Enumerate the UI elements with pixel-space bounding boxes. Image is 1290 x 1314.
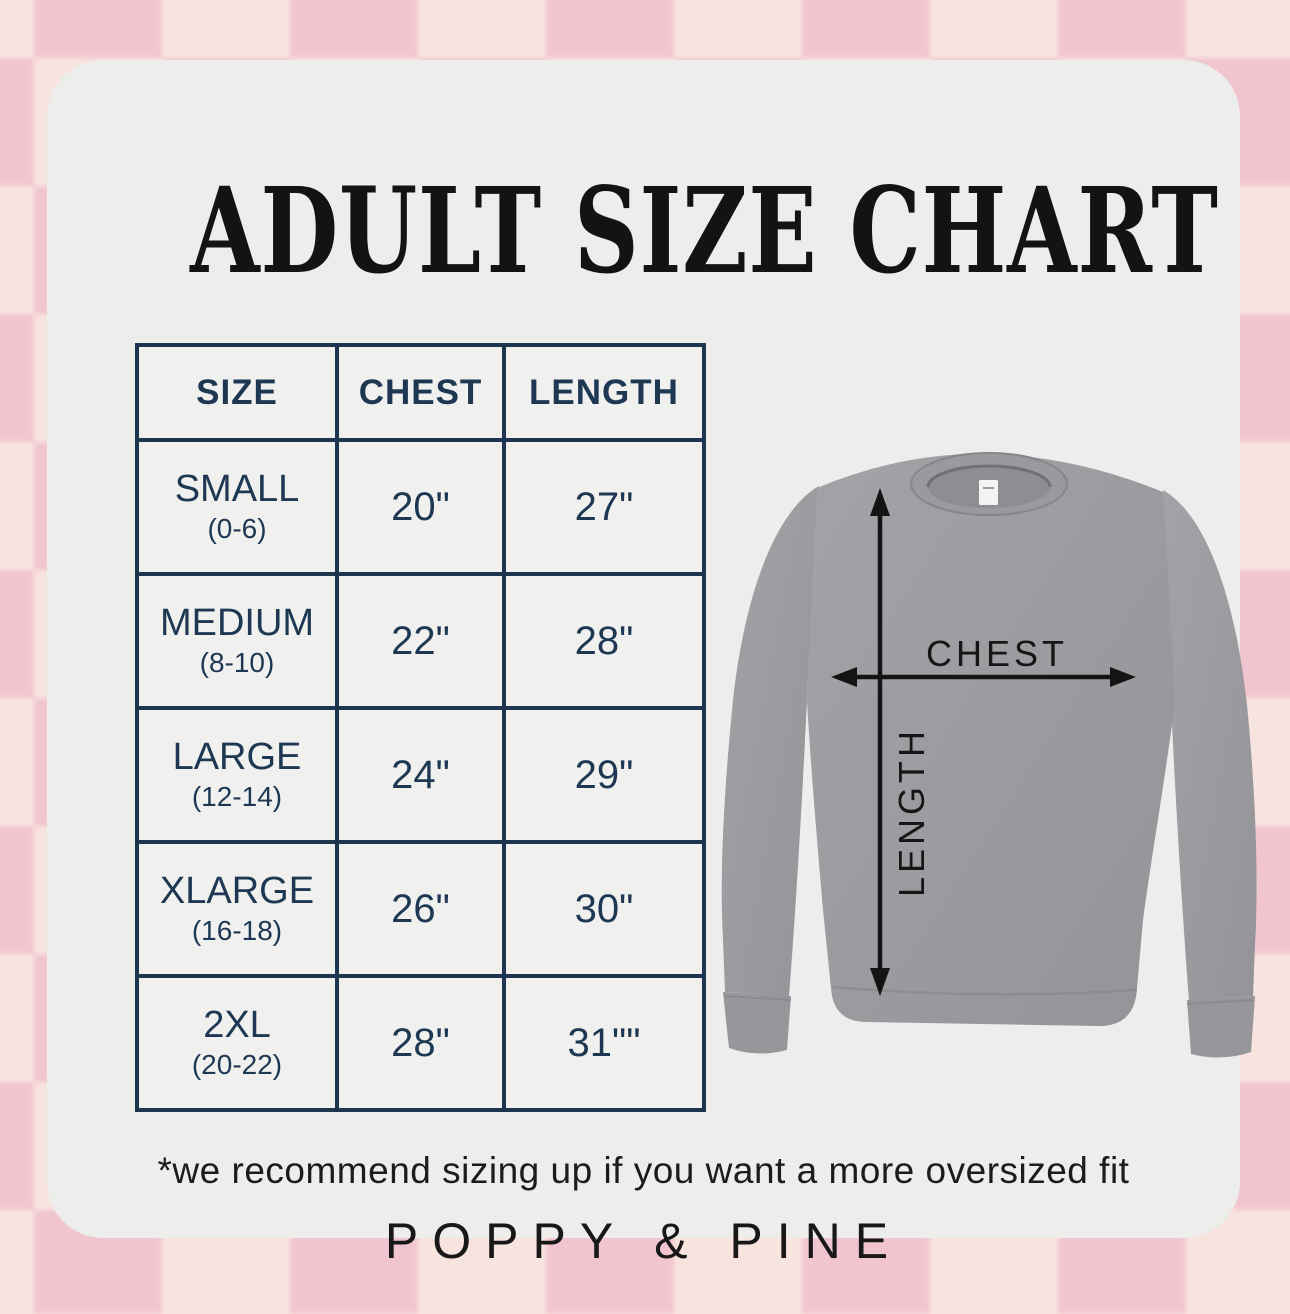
sweatshirt-illustration: CHEST LENGTH	[721, 452, 1257, 1058]
cell-size: LARGE (12-14)	[135, 706, 339, 844]
size-name: 2XL	[203, 1004, 271, 1047]
size-range: (20-22)	[191, 1049, 283, 1081]
brand-name: POPPY & PINE	[384, 1213, 903, 1269]
chest-arrow-label: CHEST	[926, 633, 1068, 674]
sweatshirt-measurement-diagram: CHEST LENGTH	[707, 440, 1285, 1078]
size-name: SMALL	[174, 468, 300, 511]
size-table: SIZE CHEST LENGTH SMALL (0-6) 20" 27" ME…	[135, 343, 706, 1112]
size-range: (0-6)	[207, 513, 267, 545]
table-row: SMALL (0-6) 20" 27"	[135, 438, 706, 576]
chest-arrow-icon	[831, 667, 1136, 687]
sweatshirt-right-cuff	[1187, 996, 1255, 1058]
table-row: LARGE (12-14) 24" 29"	[135, 706, 706, 844]
page-title: ADULT SIZE CHART	[190, 161, 1219, 300]
size-range: (8-10)	[199, 647, 275, 679]
table-row: XLARGE (16-18) 26" 30"	[135, 840, 706, 978]
collar-tag	[979, 480, 998, 505]
size-name: LARGE	[172, 736, 302, 779]
col-header-size: SIZE	[135, 343, 339, 442]
sweatshirt-left-sleeve	[721, 486, 819, 996]
length-arrow-icon	[870, 488, 890, 996]
size-name: XLARGE	[159, 870, 315, 913]
cell-size: SMALL (0-6)	[135, 438, 339, 576]
sweatshirt-hem-seam	[832, 985, 1138, 996]
table-header-row: SIZE CHEST LENGTH	[135, 343, 706, 442]
cell-chest: 26"	[335, 840, 506, 978]
cell-length: 29"	[502, 706, 706, 844]
sweatshirt-left-cuff	[723, 992, 791, 1054]
table-row: MEDIUM (8-10) 22" 28"	[135, 572, 706, 710]
col-header-length: LENGTH	[502, 343, 706, 442]
cell-length: 30"	[502, 840, 706, 978]
col-header-chest: CHEST	[335, 343, 506, 442]
sweatshirt-right-sleeve	[1163, 490, 1257, 1000]
size-range: (12-14)	[191, 781, 283, 813]
cell-length: 31""	[502, 974, 706, 1112]
cell-size: XLARGE (16-18)	[135, 840, 339, 978]
sizing-footnote: *we recommend sizing up if you want a mo…	[157, 1150, 1130, 1191]
cell-chest: 22"	[335, 572, 506, 710]
sweatshirt-body	[807, 453, 1175, 1026]
cell-length: 28"	[502, 572, 706, 710]
cell-chest: 20"	[335, 438, 506, 576]
length-arrow-label: LENGTH	[891, 727, 932, 897]
cell-chest: 28"	[335, 974, 506, 1112]
cell-size: MEDIUM (8-10)	[135, 572, 339, 710]
size-chart-card: ADULT SIZE CHART SIZE CHEST LENGTH SMALL…	[47, 60, 1257, 1269]
cell-length: 27"	[502, 438, 706, 576]
cell-chest: 24"	[335, 706, 506, 844]
cell-size: 2XL (20-22)	[135, 974, 339, 1112]
table-row: 2XL (20-22) 28" 31""	[135, 974, 706, 1112]
size-range: (16-18)	[191, 915, 283, 947]
size-name: MEDIUM	[159, 602, 315, 645]
